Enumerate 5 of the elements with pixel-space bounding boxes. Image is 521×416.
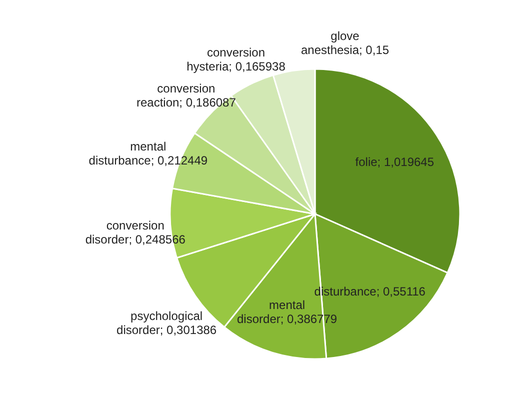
slice-label: psychological disorder; 0,301386 [116, 308, 217, 337]
slice-label: folie; 1,019645 [355, 155, 434, 170]
slice-label: conversion reaction; 0,186087 [136, 81, 236, 110]
slice-label: conversion hysteria; 0,165938 [186, 45, 286, 74]
slice-label: glove anesthesia; 0,15 [300, 28, 390, 57]
